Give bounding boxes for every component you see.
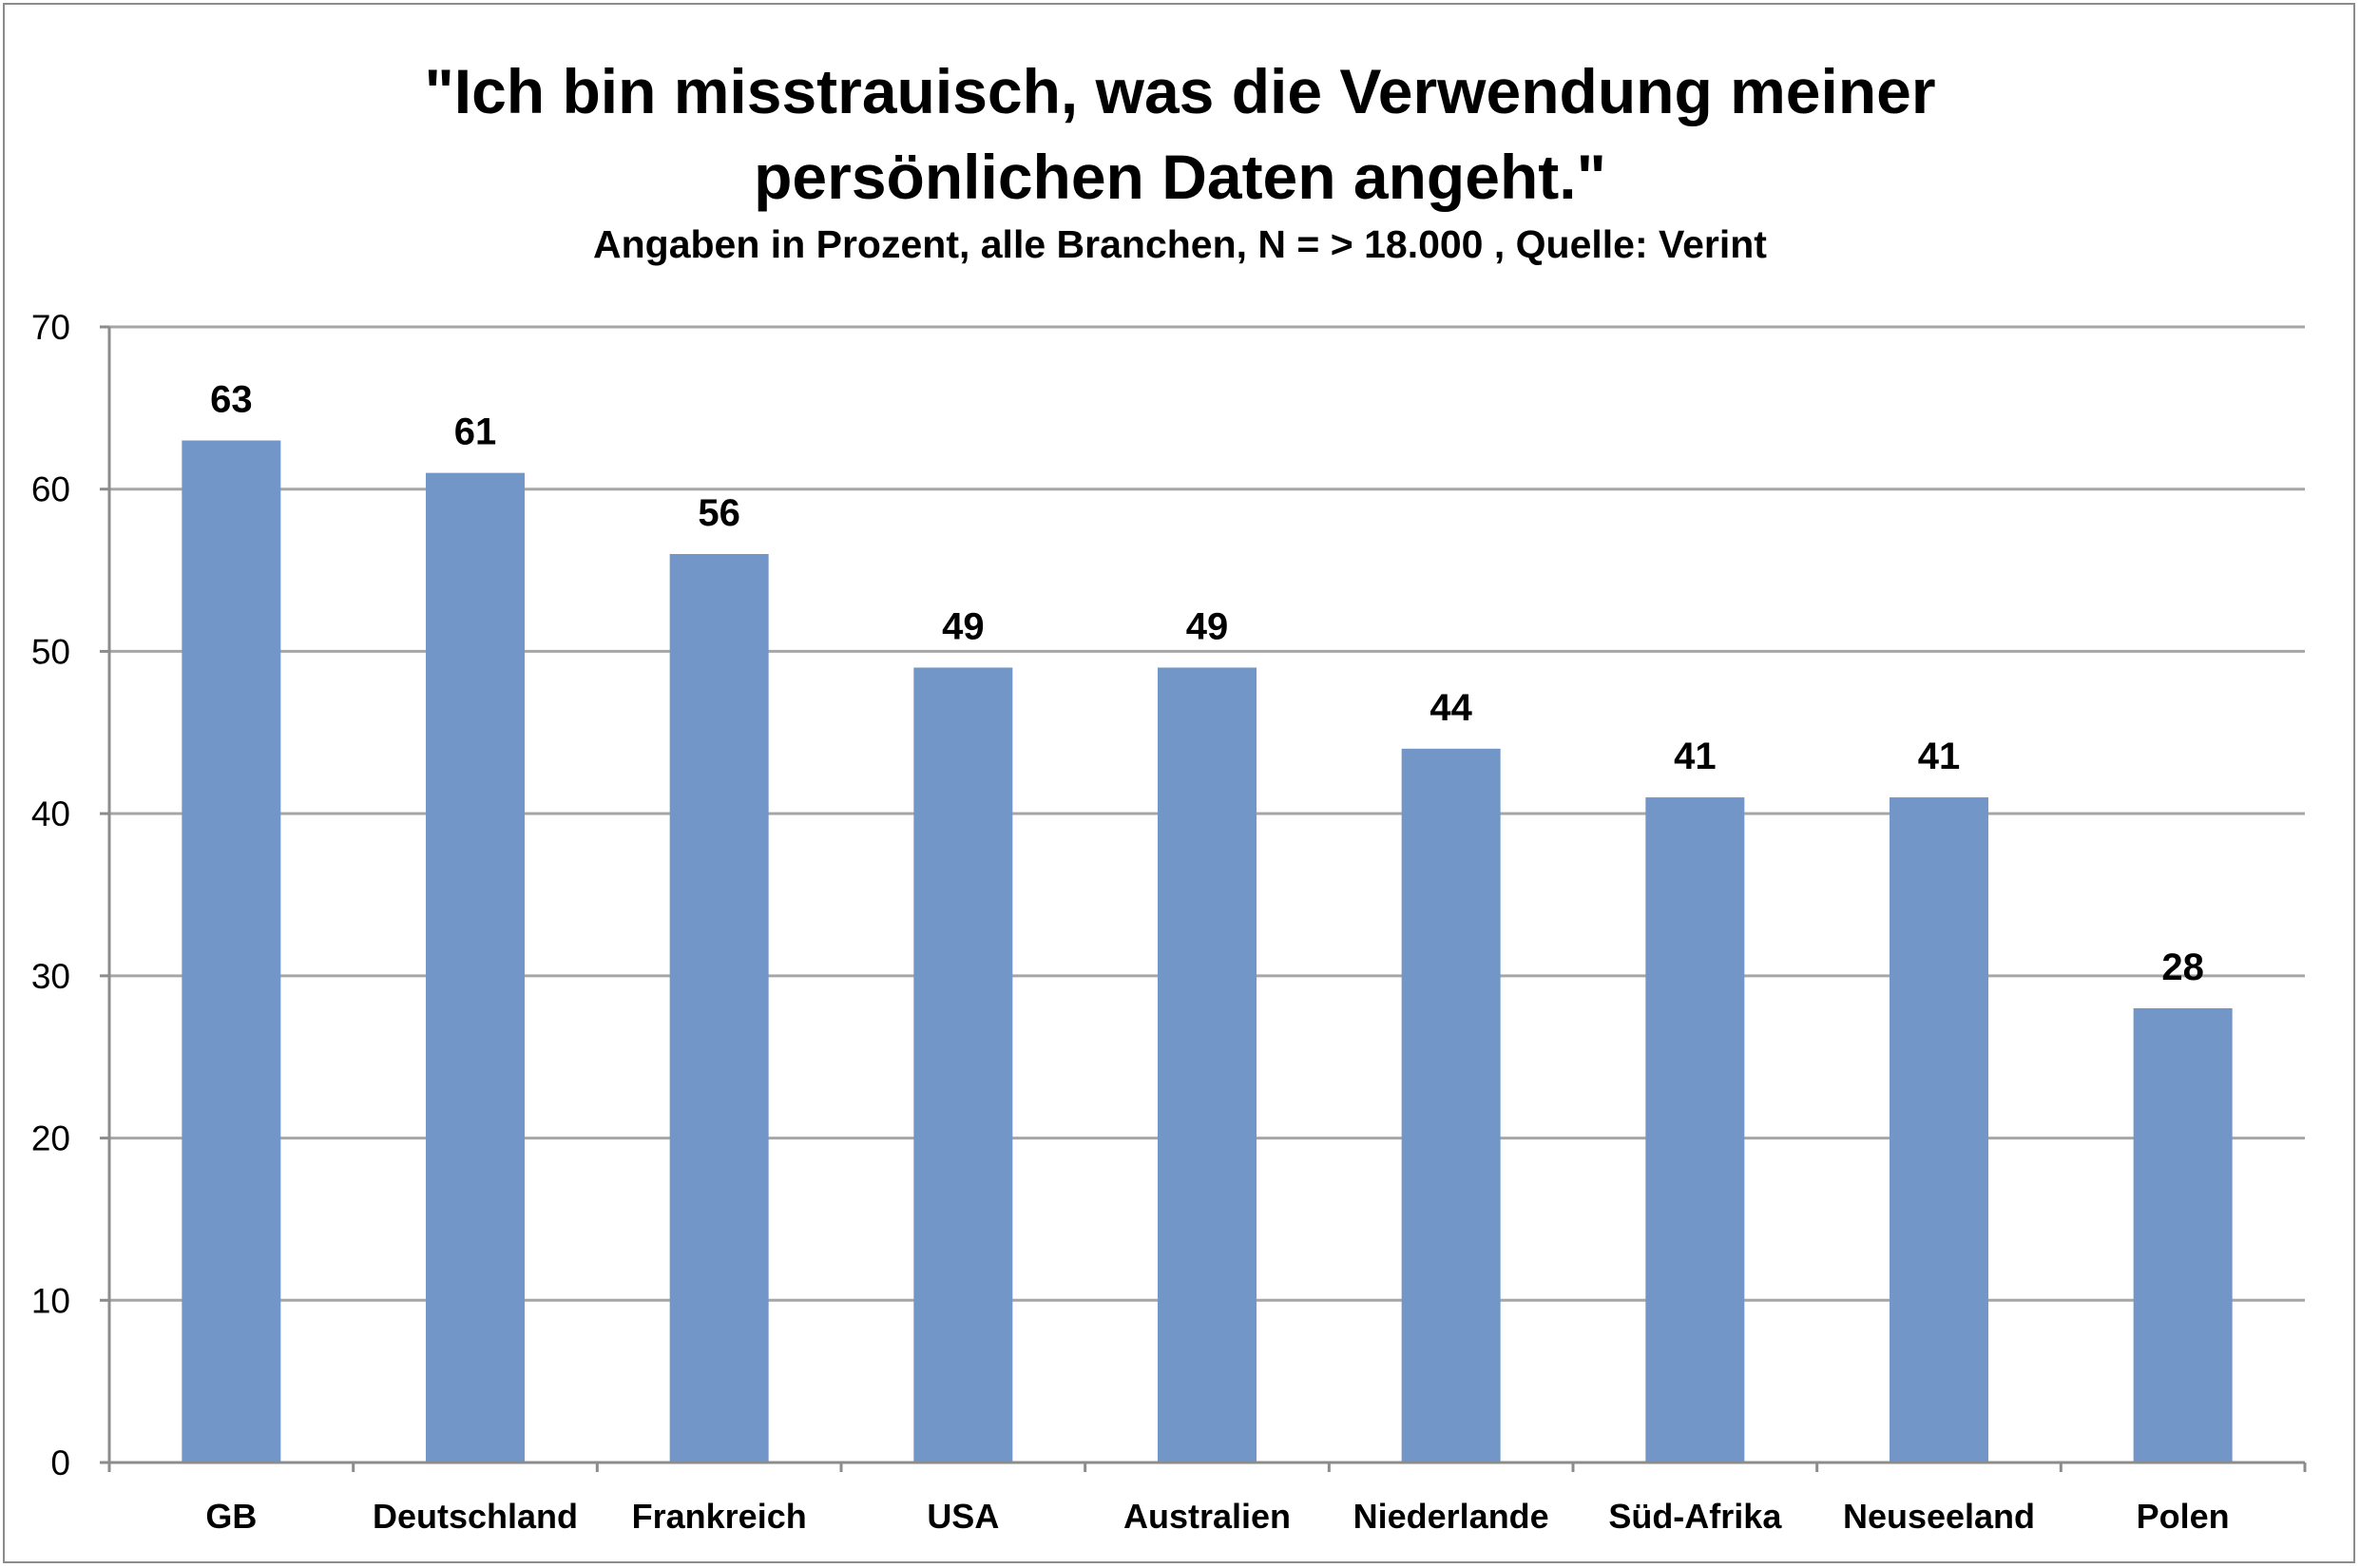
bar-süd-afrika — [1645, 797, 1745, 1463]
y-tick-label: 10 — [31, 1281, 70, 1320]
bar-niederlande — [1401, 748, 1501, 1463]
data-label: 44 — [1429, 687, 1472, 729]
x-tick-label: Deutschland — [373, 1497, 578, 1536]
x-tick-label: Australien — [1123, 1497, 1291, 1536]
data-label: 61 — [454, 411, 497, 453]
x-tick-label: USA — [927, 1497, 999, 1536]
data-label: 63 — [210, 379, 253, 421]
x-tick-label: Süd-Afrika — [1608, 1497, 1782, 1536]
chart-subtitle: Angaben in Prozent, alle Branchen, N = >… — [593, 222, 1767, 266]
y-tick-label: 60 — [31, 470, 70, 509]
bar-gb — [182, 440, 281, 1463]
data-label: 49 — [1186, 606, 1229, 648]
y-tick-label: 20 — [31, 1119, 70, 1158]
bar-neuseeland — [1890, 797, 1988, 1463]
x-tick-label: GB — [205, 1497, 257, 1536]
axes — [100, 325, 2307, 1472]
chart-title-line-1: "Ich bin misstrauisch, was die Verwendun… — [424, 56, 1936, 126]
bar-usa — [913, 667, 1013, 1463]
data-label: 56 — [698, 492, 740, 534]
x-tick-label: Niederlande — [1353, 1497, 1549, 1536]
x-tick-label: Polen — [2137, 1497, 2230, 1536]
y-tick-label: 30 — [31, 957, 70, 996]
data-label: 41 — [1674, 736, 1717, 777]
y-tick-label: 70 — [31, 308, 70, 347]
y-tick-label: 50 — [31, 632, 70, 671]
data-label: 49 — [942, 606, 985, 648]
bar-frankreich — [669, 554, 769, 1463]
bars — [182, 440, 2233, 1463]
y-tick-label: 40 — [31, 794, 70, 833]
y-tick-label: 0 — [50, 1444, 70, 1482]
chart-title-line-2: persönlichen Daten angeht." — [754, 142, 1606, 212]
bar-polen — [2133, 1008, 2233, 1463]
labels: 0 10 20 30 40 50 60 70 63 GB 61 Deutschland 56 Frankr… — [31, 308, 2230, 1536]
bar-deutschland — [426, 472, 525, 1463]
x-tick-label: Neuseeland — [1843, 1497, 2035, 1536]
bar-australien — [1158, 667, 1257, 1463]
data-label: 28 — [2161, 947, 2204, 988]
x-tick-label: Frankreich — [632, 1497, 807, 1536]
data-label: 41 — [1918, 736, 1961, 777]
